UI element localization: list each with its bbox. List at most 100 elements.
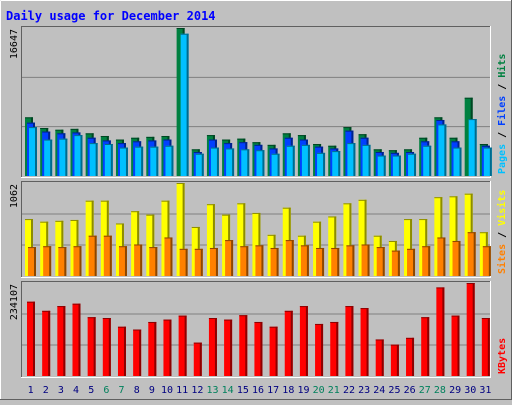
bar-top-edge [376,247,385,249]
bar-top-edge [332,151,341,153]
day-label-22: 22 [343,385,355,396]
day-label-15: 15 [237,385,249,396]
bar-top-edge [42,131,51,133]
bar-top-edge [43,246,52,248]
bar-top-edge [100,135,109,137]
bar-top-edge [269,148,278,150]
bar-top-edge [481,145,490,147]
bar-kbytes-day-10 [163,319,172,376]
bar-shadow [34,247,36,276]
bar-sites-day-17 [270,247,279,276]
bar-pages-day-26 [408,153,417,176]
bar-pages-day-17 [271,153,280,176]
bar-shadow [261,245,264,276]
bar-top-edge [434,197,443,199]
bar-top-edge [87,317,96,319]
bar-top-edge [179,248,188,250]
bar-shadow [338,151,341,176]
bar-sites-day-27 [422,246,431,276]
bar-shadow [109,235,112,276]
bar-top-edge [148,140,157,142]
bar-pages-day-18 [286,145,295,176]
bar-shadow [364,199,367,276]
bar-shadow [440,197,443,276]
bar-shadow [291,240,294,276]
bar-shadow [337,247,340,276]
bar-shadow [247,149,250,176]
day-label-2: 2 [43,385,49,396]
day-label-21: 21 [328,385,340,396]
bar-top-edge [85,200,94,202]
bar-top-edge [237,138,246,140]
bar-top-edge [388,150,397,152]
bar-pages-day-24 [377,155,386,176]
bar-top-edge [163,319,172,321]
bar-sites-day-18 [285,240,294,276]
bar-top-edge [377,155,386,157]
bar-shadow [35,127,37,176]
bar-top-edge [178,315,187,317]
bar-top-edge [25,219,33,221]
bar-top-edge [55,220,64,222]
bar-top-edge [360,137,369,139]
bar-kbytes-day-22 [345,306,354,376]
bar-kbytes-day-13 [208,318,217,376]
bar-top-edge [28,247,36,249]
day-label-1: 1 [28,385,34,396]
bar-top-edge [482,246,491,248]
bar-top-edge [210,147,219,149]
bar-shadow [292,145,295,176]
bar-top-edge [59,138,68,140]
bar-pages-day-31 [483,147,492,176]
bar-top-edge [131,137,140,139]
bar-top-edge [239,315,248,317]
bar-top-edge [358,134,367,136]
day-label-10: 10 [161,385,173,396]
bar-shadow [243,203,246,276]
bar-top-edge [57,306,66,308]
bar-shadow [123,326,126,376]
bar-shadow [429,145,432,176]
bar-sites-day-6 [103,235,112,276]
bar-pages-day-3 [59,138,68,176]
bar-visits-day-11 [176,183,185,276]
bar-sites-day-21 [331,247,340,276]
bar-top-edge [42,310,51,312]
bar-kbytes-day-7 [117,326,126,376]
day-label-26: 26 [404,385,416,396]
bar-kbytes-day-31 [481,318,490,376]
series-side-label: Pages / Files / Hits [496,54,508,174]
bar-top-edge [146,214,155,216]
bar-top-edge [269,326,278,328]
bar-top-edge [392,155,401,157]
bar-top-edge [87,137,96,139]
bar-top-edge [58,247,67,249]
bar-visits-day-21 [328,216,337,276]
bar-pages-day-11 [180,33,189,176]
bar-shadow [199,342,202,376]
bar-visits-day-29 [449,196,458,276]
bar-sites-day-3 [58,247,67,276]
bar-kbytes-day-9 [148,321,157,376]
bar-top-edge [466,283,475,284]
bar-top-edge [315,323,324,325]
bar-pages-day-27 [423,145,432,176]
bar-shadow [398,155,401,176]
bar-shadow [212,204,215,276]
series-sites [28,232,491,276]
bar-visits-day-8 [131,211,140,276]
bar-shadow [443,237,446,276]
bar-kbytes-day-18 [284,310,293,376]
bar-kbytes-day-27 [421,317,430,376]
bar-shadow [321,323,324,376]
bar-shadow [63,306,66,376]
bar-shadow [214,318,217,376]
bar-top-edge [241,149,250,151]
bar-shadow [140,244,143,276]
series-side-label-part: KBytes [497,338,508,374]
bar-top-edge [115,139,124,141]
bar-sites-day-1 [28,247,36,276]
bar-shadow [457,315,460,376]
bar-shadow [64,247,67,276]
bar-top-edge [73,246,82,248]
